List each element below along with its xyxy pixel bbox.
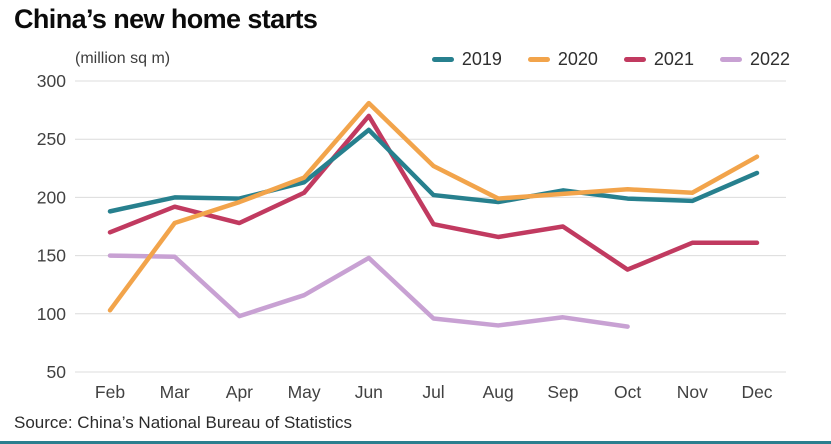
legend-label-2019: 2019: [461, 49, 502, 69]
legend-item-2019: 2019: [431, 49, 502, 70]
legend-label-2020: 2020: [557, 49, 598, 69]
legend-label-2022: 2022: [749, 49, 790, 69]
y-tick-label-100: 100: [37, 304, 66, 324]
y-tick-label-150: 150: [37, 246, 66, 266]
legend-swatch-2019: [431, 57, 454, 62]
x-tick-label-mar: Mar: [160, 382, 190, 402]
x-tick-label-jul: Jul: [422, 382, 444, 402]
legend-item-2021: 2021: [623, 49, 694, 70]
x-tick-label-jun: Jun: [355, 382, 383, 402]
legend: 2019 2020 2021 2022: [431, 49, 790, 70]
legend-label-2021: 2021: [653, 49, 694, 69]
series-line-2019: [107, 127, 760, 214]
y-tick-label-250: 250: [37, 129, 66, 149]
y-tick-label-50: 50: [47, 362, 67, 382]
x-tick-label-sep: Sep: [547, 382, 578, 402]
x-tick-label-dec: Dec: [741, 382, 772, 402]
series-line-2022: [107, 253, 630, 329]
y-tick-label-300: 300: [37, 71, 66, 91]
x-tick-label-aug: Aug: [483, 382, 514, 402]
x-tick-label-oct: Oct: [614, 382, 641, 402]
legend-swatch-2020: [527, 57, 550, 62]
legend-item-2020: 2020: [527, 49, 598, 70]
x-tick-label-apr: Apr: [226, 382, 253, 402]
x-tick-label-may: May: [288, 382, 321, 402]
legend-swatch-2021: [623, 57, 646, 62]
x-tick-label-feb: Feb: [95, 382, 125, 402]
y-tick-label-200: 200: [37, 187, 66, 207]
x-tick-label-nov: Nov: [677, 382, 708, 402]
source-text: Source: China’s National Bureau of Stati…: [14, 413, 352, 432]
series-line-2021: [107, 113, 760, 272]
bottom-accent-bar: [0, 441, 831, 444]
units-label: (million sq m): [75, 50, 171, 67]
series-line-2020: [107, 100, 760, 313]
legend-item-2022: 2022: [719, 49, 790, 70]
chart-title: China’s new home starts: [14, 4, 318, 34]
legend-swatch-2022: [719, 57, 742, 62]
